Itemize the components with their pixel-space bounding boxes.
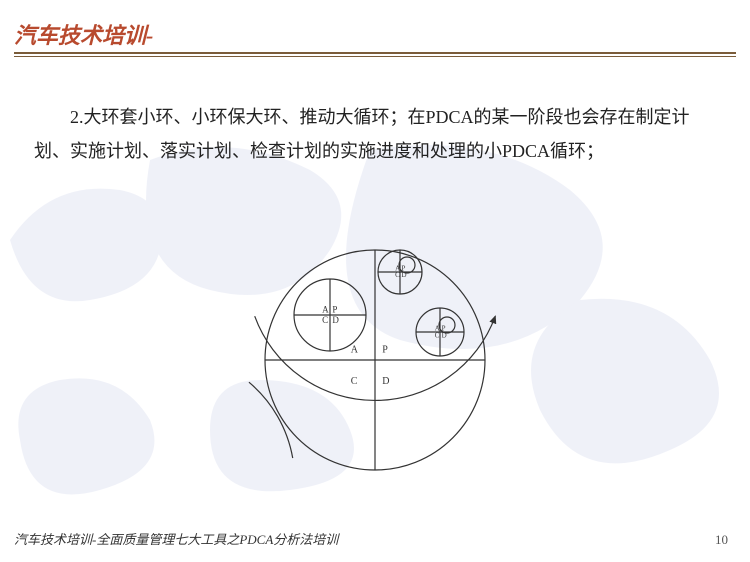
header-rule-thin — [14, 56, 736, 57]
header-title: 汽车技术培训- — [14, 23, 153, 48]
svg-text:C: C — [322, 315, 328, 325]
svg-text:C: C — [351, 376, 358, 387]
page-number: 10 — [715, 532, 728, 548]
svg-text:A: A — [351, 345, 359, 356]
header-rule-thick — [14, 52, 736, 54]
body-paragraph: 2.大环套小环、小环保大环、推动大循环；在PDCA的某一阶段也会存在制定计划、实… — [34, 100, 714, 168]
page-header: 汽车技术培训- — [14, 18, 153, 50]
svg-text:P: P — [332, 305, 337, 315]
pdca-nested-diagram: APCDAPCDAPCDAPCD — [225, 220, 525, 500]
svg-text:A: A — [322, 305, 329, 315]
body-text-content: 2.大环套小环、小环保大环、推动大循环；在PDCA的某一阶段也会存在制定计划、实… — [34, 100, 714, 168]
footer-text: 汽车技术培训-全面质量管理七大工具之PDCA分析法培训 — [14, 529, 338, 548]
svg-text:C: C — [435, 331, 440, 339]
svg-text:D: D — [382, 376, 389, 387]
svg-text:C: C — [395, 271, 400, 279]
svg-text:P: P — [382, 345, 388, 356]
svg-text:D: D — [332, 315, 339, 325]
